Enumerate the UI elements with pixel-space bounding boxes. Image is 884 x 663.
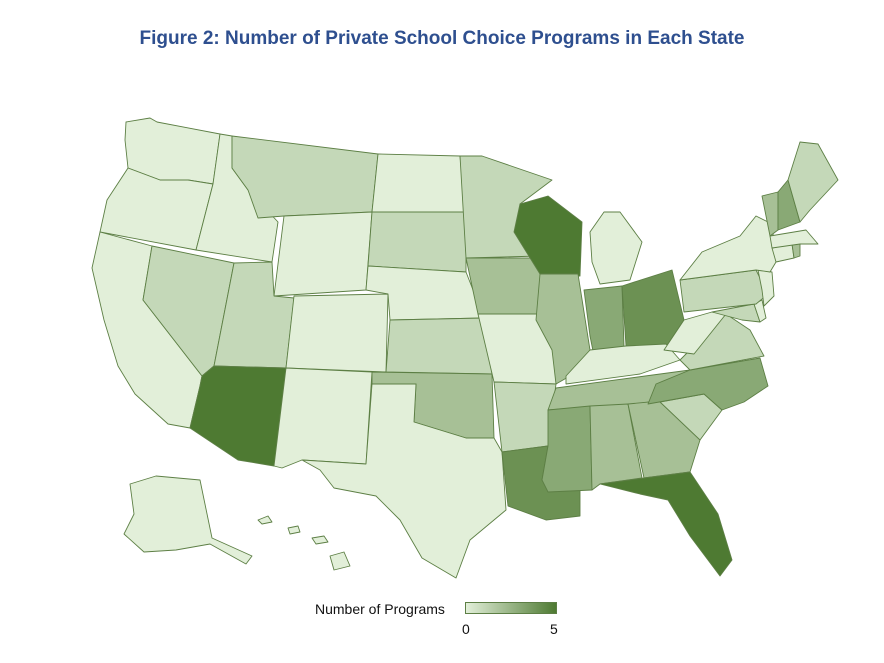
state-layer (91, 117, 839, 579)
state-IN[interactable] (583, 285, 625, 357)
state-AZ[interactable] (189, 365, 287, 467)
state-WI[interactable] (513, 195, 583, 277)
state-MT[interactable] (231, 135, 379, 219)
state-AR[interactable] (493, 381, 557, 453)
state-SD[interactable] (367, 211, 467, 273)
state-NM[interactable] (273, 367, 373, 469)
state-MA[interactable] (769, 229, 819, 249)
legend-max-label: 5 (550, 621, 558, 637)
state-TX[interactable] (301, 383, 507, 579)
state-KS[interactable] (385, 317, 493, 375)
state-HI[interactable] (257, 515, 351, 571)
figure-title: Figure 2: Number of Private School Choic… (139, 28, 745, 49)
state-ND[interactable] (371, 153, 467, 213)
state-KY[interactable] (565, 343, 681, 385)
state-FL[interactable] (599, 471, 733, 577)
state-AK[interactable] (123, 475, 253, 565)
state-NY[interactable] (679, 215, 777, 281)
legend-title: Number of Programs (315, 601, 445, 617)
state-CO[interactable] (285, 293, 389, 373)
state-WY[interactable] (273, 211, 373, 297)
legend-color-ramp (465, 602, 557, 614)
state-MS[interactable] (541, 405, 593, 493)
state-ME[interactable] (787, 141, 839, 223)
state-IL[interactable] (535, 273, 591, 385)
state-MI[interactable] (589, 211, 643, 285)
legend-min-label: 0 (462, 621, 470, 637)
